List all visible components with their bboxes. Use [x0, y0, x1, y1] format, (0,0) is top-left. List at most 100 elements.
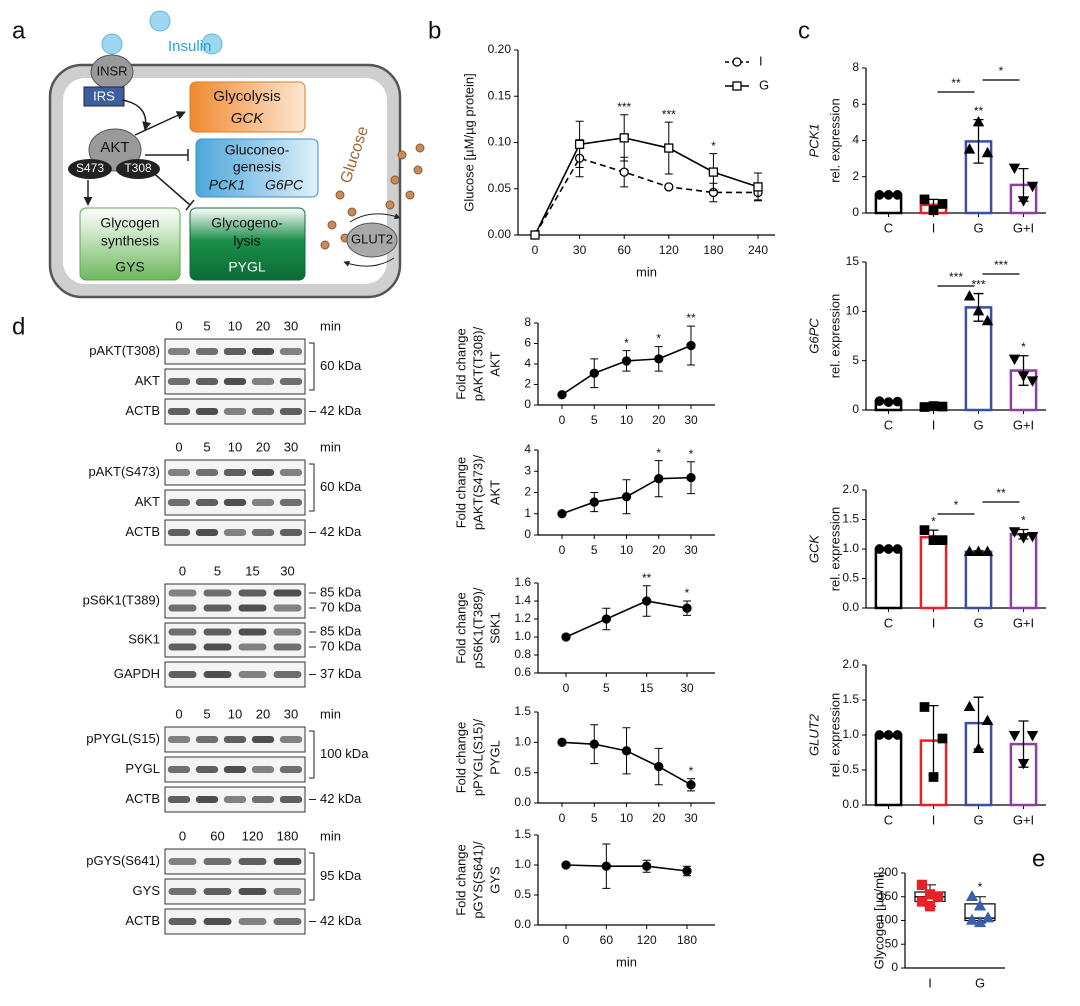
- blot-band: [279, 796, 303, 803]
- y-tick-label: 0.8: [514, 647, 531, 661]
- comparison-label: ***: [994, 258, 1008, 272]
- y-axis-label: PCK1: [806, 124, 821, 158]
- marker: [654, 474, 664, 484]
- y-axis-label: rel. expression: [827, 294, 842, 379]
- marker: [1026, 181, 1039, 193]
- time-unit: min: [320, 318, 341, 333]
- inhibition: [145, 149, 189, 161]
- insulin-molecule: [149, 10, 171, 32]
- x-tick-label: 30: [684, 811, 698, 825]
- protein-label: ACTB: [125, 403, 160, 418]
- panel-letter: b: [428, 17, 441, 44]
- marker: [530, 230, 540, 240]
- blot-band: [195, 766, 219, 773]
- x-tick-label: 0: [563, 933, 570, 947]
- glycolysis-label: Glycolysis: [213, 88, 281, 105]
- y-axis-label: GYS: [487, 866, 502, 894]
- t308-label: T308: [124, 161, 152, 175]
- x-tick-label: C: [884, 220, 893, 235]
- time-label: 20: [256, 318, 270, 333]
- blot-band: [279, 469, 303, 476]
- time-label: 60: [210, 828, 224, 843]
- time-label: 180: [277, 828, 299, 843]
- marker: [561, 860, 571, 870]
- blot-frame: [164, 622, 306, 658]
- time-label: 0: [175, 318, 182, 333]
- marker: [919, 402, 930, 412]
- significance: *: [711, 139, 716, 153]
- blot-band: [195, 408, 219, 415]
- line: [565, 864, 688, 872]
- x-tick-label: 120: [637, 933, 657, 947]
- protein-label: PYGL: [125, 761, 160, 776]
- marker: [981, 314, 994, 326]
- blot-band: [203, 643, 232, 651]
- marker: [883, 544, 894, 554]
- marker: [883, 397, 894, 407]
- marker: [1017, 758, 1030, 770]
- marker: [874, 730, 885, 740]
- time-label: 20: [256, 439, 270, 454]
- blot-band: [223, 529, 247, 536]
- blot-band: [168, 604, 197, 612]
- y-tick-label: 0.05: [488, 181, 512, 195]
- akt-label: AKT: [100, 139, 129, 156]
- significance: *: [978, 880, 983, 894]
- blot-band: [238, 888, 267, 895]
- marker: [883, 190, 894, 200]
- y-tick-label: 0.6: [514, 665, 531, 679]
- size-label: 100 kDa: [320, 746, 369, 761]
- y-tick-label: 200: [878, 865, 898, 879]
- y-axis-label: GLUT2: [806, 713, 821, 756]
- blot-band: [203, 589, 232, 597]
- size-label: 37 kDa: [320, 666, 362, 681]
- marker: [686, 340, 696, 351]
- blot-band: [238, 671, 267, 678]
- marker: [686, 780, 696, 790]
- blot-band: [168, 858, 197, 865]
- time-label: 0: [175, 706, 182, 721]
- gluconeogenesis-label: Gluconeo-: [225, 142, 290, 158]
- x-axis-label: min: [616, 954, 637, 969]
- arrow: [349, 213, 401, 223]
- time-label: 30: [284, 439, 298, 454]
- x-tick-label: 15: [640, 681, 654, 695]
- blot-band: [167, 736, 191, 743]
- glycogen-synthesis-label: Glycogen: [100, 215, 159, 231]
- marker: [963, 545, 976, 556]
- blot-band: [223, 408, 247, 415]
- y-axis-label: Fold change: [453, 722, 468, 794]
- blot-band: [279, 529, 303, 536]
- marker: [1008, 354, 1021, 366]
- arrow: [121, 99, 151, 131]
- significance: *: [1021, 340, 1026, 354]
- x-tick-label: 20: [652, 811, 666, 825]
- y-axis-label: AKT: [487, 480, 502, 505]
- y-axis-label: S6K1: [487, 612, 502, 644]
- marker: [1008, 163, 1021, 175]
- blot-band: [195, 736, 219, 743]
- x-tick-label: 5: [591, 413, 598, 427]
- x-tick-label: G: [973, 220, 983, 235]
- marker: [919, 702, 930, 712]
- blot-band: [203, 858, 232, 865]
- gys-label: GYS: [115, 259, 145, 275]
- y-tick-label: 6: [524, 336, 531, 350]
- y-tick-label: 0.10: [488, 135, 512, 149]
- y-tick-label: 1.5: [842, 512, 859, 526]
- protein-label: pGYS(S641): [86, 853, 160, 868]
- blot-band: [251, 766, 275, 773]
- marker: [1017, 196, 1030, 207]
- blot-band: [168, 918, 197, 925]
- bar: [1009, 742, 1038, 807]
- gluconeogenesis-label: genesis: [233, 159, 281, 175]
- comparison-label: ***: [949, 270, 963, 284]
- marker: [928, 535, 939, 546]
- y-tick-label: 0: [852, 205, 859, 219]
- blot-band: [167, 796, 191, 803]
- y-tick-label: 0.5: [842, 571, 859, 585]
- glycogenolysis-label: Glycogeno-: [211, 215, 283, 231]
- marker: [981, 714, 994, 726]
- marker: [972, 545, 985, 556]
- significance: *: [624, 336, 629, 350]
